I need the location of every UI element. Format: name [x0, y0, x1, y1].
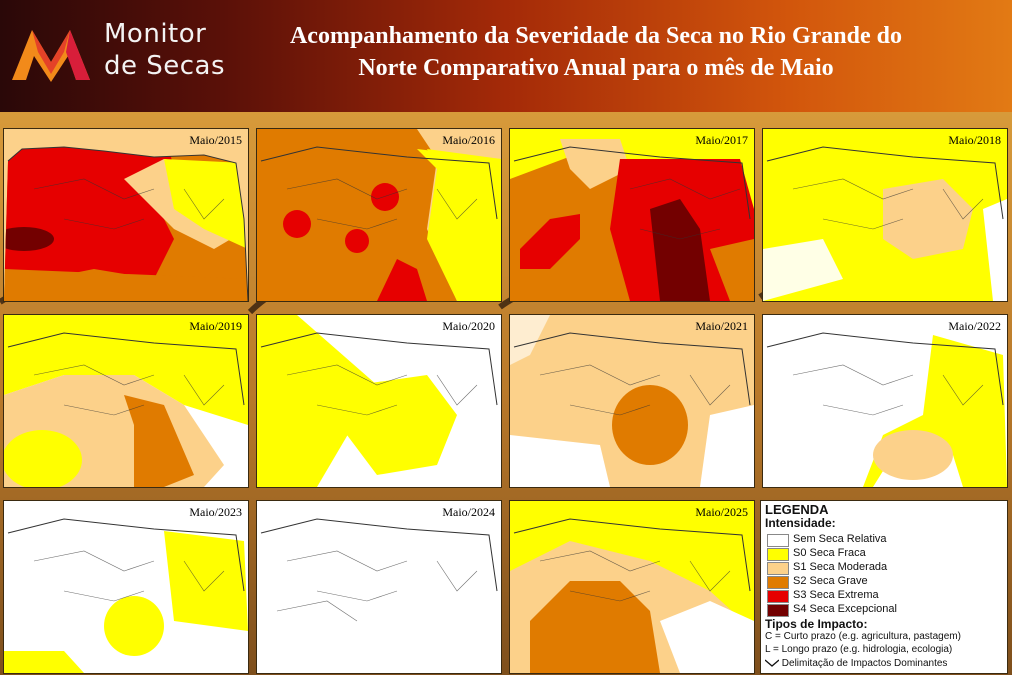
map-panel-2018: Maio/2018: [762, 128, 1008, 302]
drought-map-2025: [510, 501, 754, 673]
delimitation-line-icon: [764, 659, 780, 668]
map-label-2015: Maio/2015: [189, 133, 242, 147]
map-label-2025: Maio/2025: [695, 505, 748, 519]
title-line-2: Norte Comparativo Anual para o mês de Ma…: [358, 55, 834, 81]
title-line-1: Acompanhamento da Severidade da Seca no …: [289, 23, 903, 49]
legend-item-label: S3 Seca Extrema: [793, 589, 879, 601]
monitor-de-secas-logo-icon: [12, 30, 90, 82]
drought-map-2016: [257, 129, 501, 301]
map-panel-2025: Maio/2025: [509, 500, 755, 674]
brand-line-2: de Secas: [104, 51, 226, 81]
map-label-2024: Maio/2024: [442, 505, 495, 519]
legend-item-label: S1 Seca Moderada: [793, 561, 888, 573]
legend-intensity-title: Intensidade:: [765, 516, 836, 530]
drought-map-2017: [510, 129, 754, 301]
map-label-2021: Maio/2021: [695, 319, 748, 333]
map-panel-2020: Maio/2020: [256, 314, 502, 488]
drought-map-2022: [763, 315, 1007, 487]
brand-line-1: Monitor: [104, 19, 207, 49]
drought-map-2020: [257, 315, 501, 487]
map-label-2020: Maio/2020: [442, 319, 495, 333]
drought-map-2023: [4, 501, 248, 673]
page-title: Acompanhamento da Severidade da Seca no …: [238, 20, 954, 84]
legend-item-label: S2 Seca Grave: [793, 575, 868, 587]
map-label-2017: Maio/2017: [695, 133, 748, 147]
legend-item-label: Sem Seca Relativa: [793, 533, 887, 545]
map-label-2023: Maio/2023: [189, 505, 242, 519]
drought-map-2021: [510, 315, 754, 487]
drought-map-2018: [763, 129, 1007, 301]
legend-swatch: [767, 548, 789, 561]
map-panel-2017: Maio/2017: [509, 128, 755, 302]
legend-delimitation: Delimitação de Impactos Dominantes: [764, 658, 948, 669]
legend-item-label: S0 Seca Fraca: [793, 547, 866, 559]
legend-title: LEGENDA: [765, 502, 829, 517]
legend-delimitation-label: Delimitação de Impactos Dominantes: [781, 658, 948, 669]
legend-impact-long: L = Longo prazo (e.g. hidrologia, ecolog…: [765, 644, 953, 655]
drought-map-2019: [4, 315, 248, 487]
brand-name: Monitor de Secas: [104, 18, 225, 82]
map-label-2022: Maio/2022: [948, 319, 1001, 333]
map-panel-2021: Maio/2021: [509, 314, 755, 488]
map-panel-2019: Maio/2019: [3, 314, 249, 488]
legend-swatch: [767, 604, 789, 617]
map-legend: LEGENDA Intensidade: Sem Seca Relativa S…: [760, 500, 1008, 674]
legend-swatch: [767, 576, 789, 589]
map-panel-2024: Maio/2024: [256, 500, 502, 674]
map-label-2016: Maio/2016: [442, 133, 495, 147]
legend-impact-title: Tipos de Impacto:: [765, 617, 868, 631]
map-label-2018: Maio/2018: [948, 133, 1001, 147]
legend-swatch: [767, 562, 789, 575]
legend-swatch: [767, 534, 789, 547]
legend-item-label: S4 Seca Excepcional: [793, 603, 897, 615]
legend-impact-short: C = Curto prazo (e.g. agricultura, pasta…: [765, 631, 961, 642]
header-banner: Monitor de Secas Acompanhamento da Sever…: [0, 0, 1012, 112]
map-panel-2015: Maio/2015: [3, 128, 249, 302]
drought-map-2015: [4, 129, 248, 301]
map-panel-2022: Maio/2022: [762, 314, 1008, 488]
map-panel-2016: Maio/2016: [256, 128, 502, 302]
drought-map-2024: [257, 501, 501, 673]
map-label-2019: Maio/2019: [189, 319, 242, 333]
legend-swatch: [767, 590, 789, 603]
map-panel-2023: Maio/2023: [3, 500, 249, 674]
